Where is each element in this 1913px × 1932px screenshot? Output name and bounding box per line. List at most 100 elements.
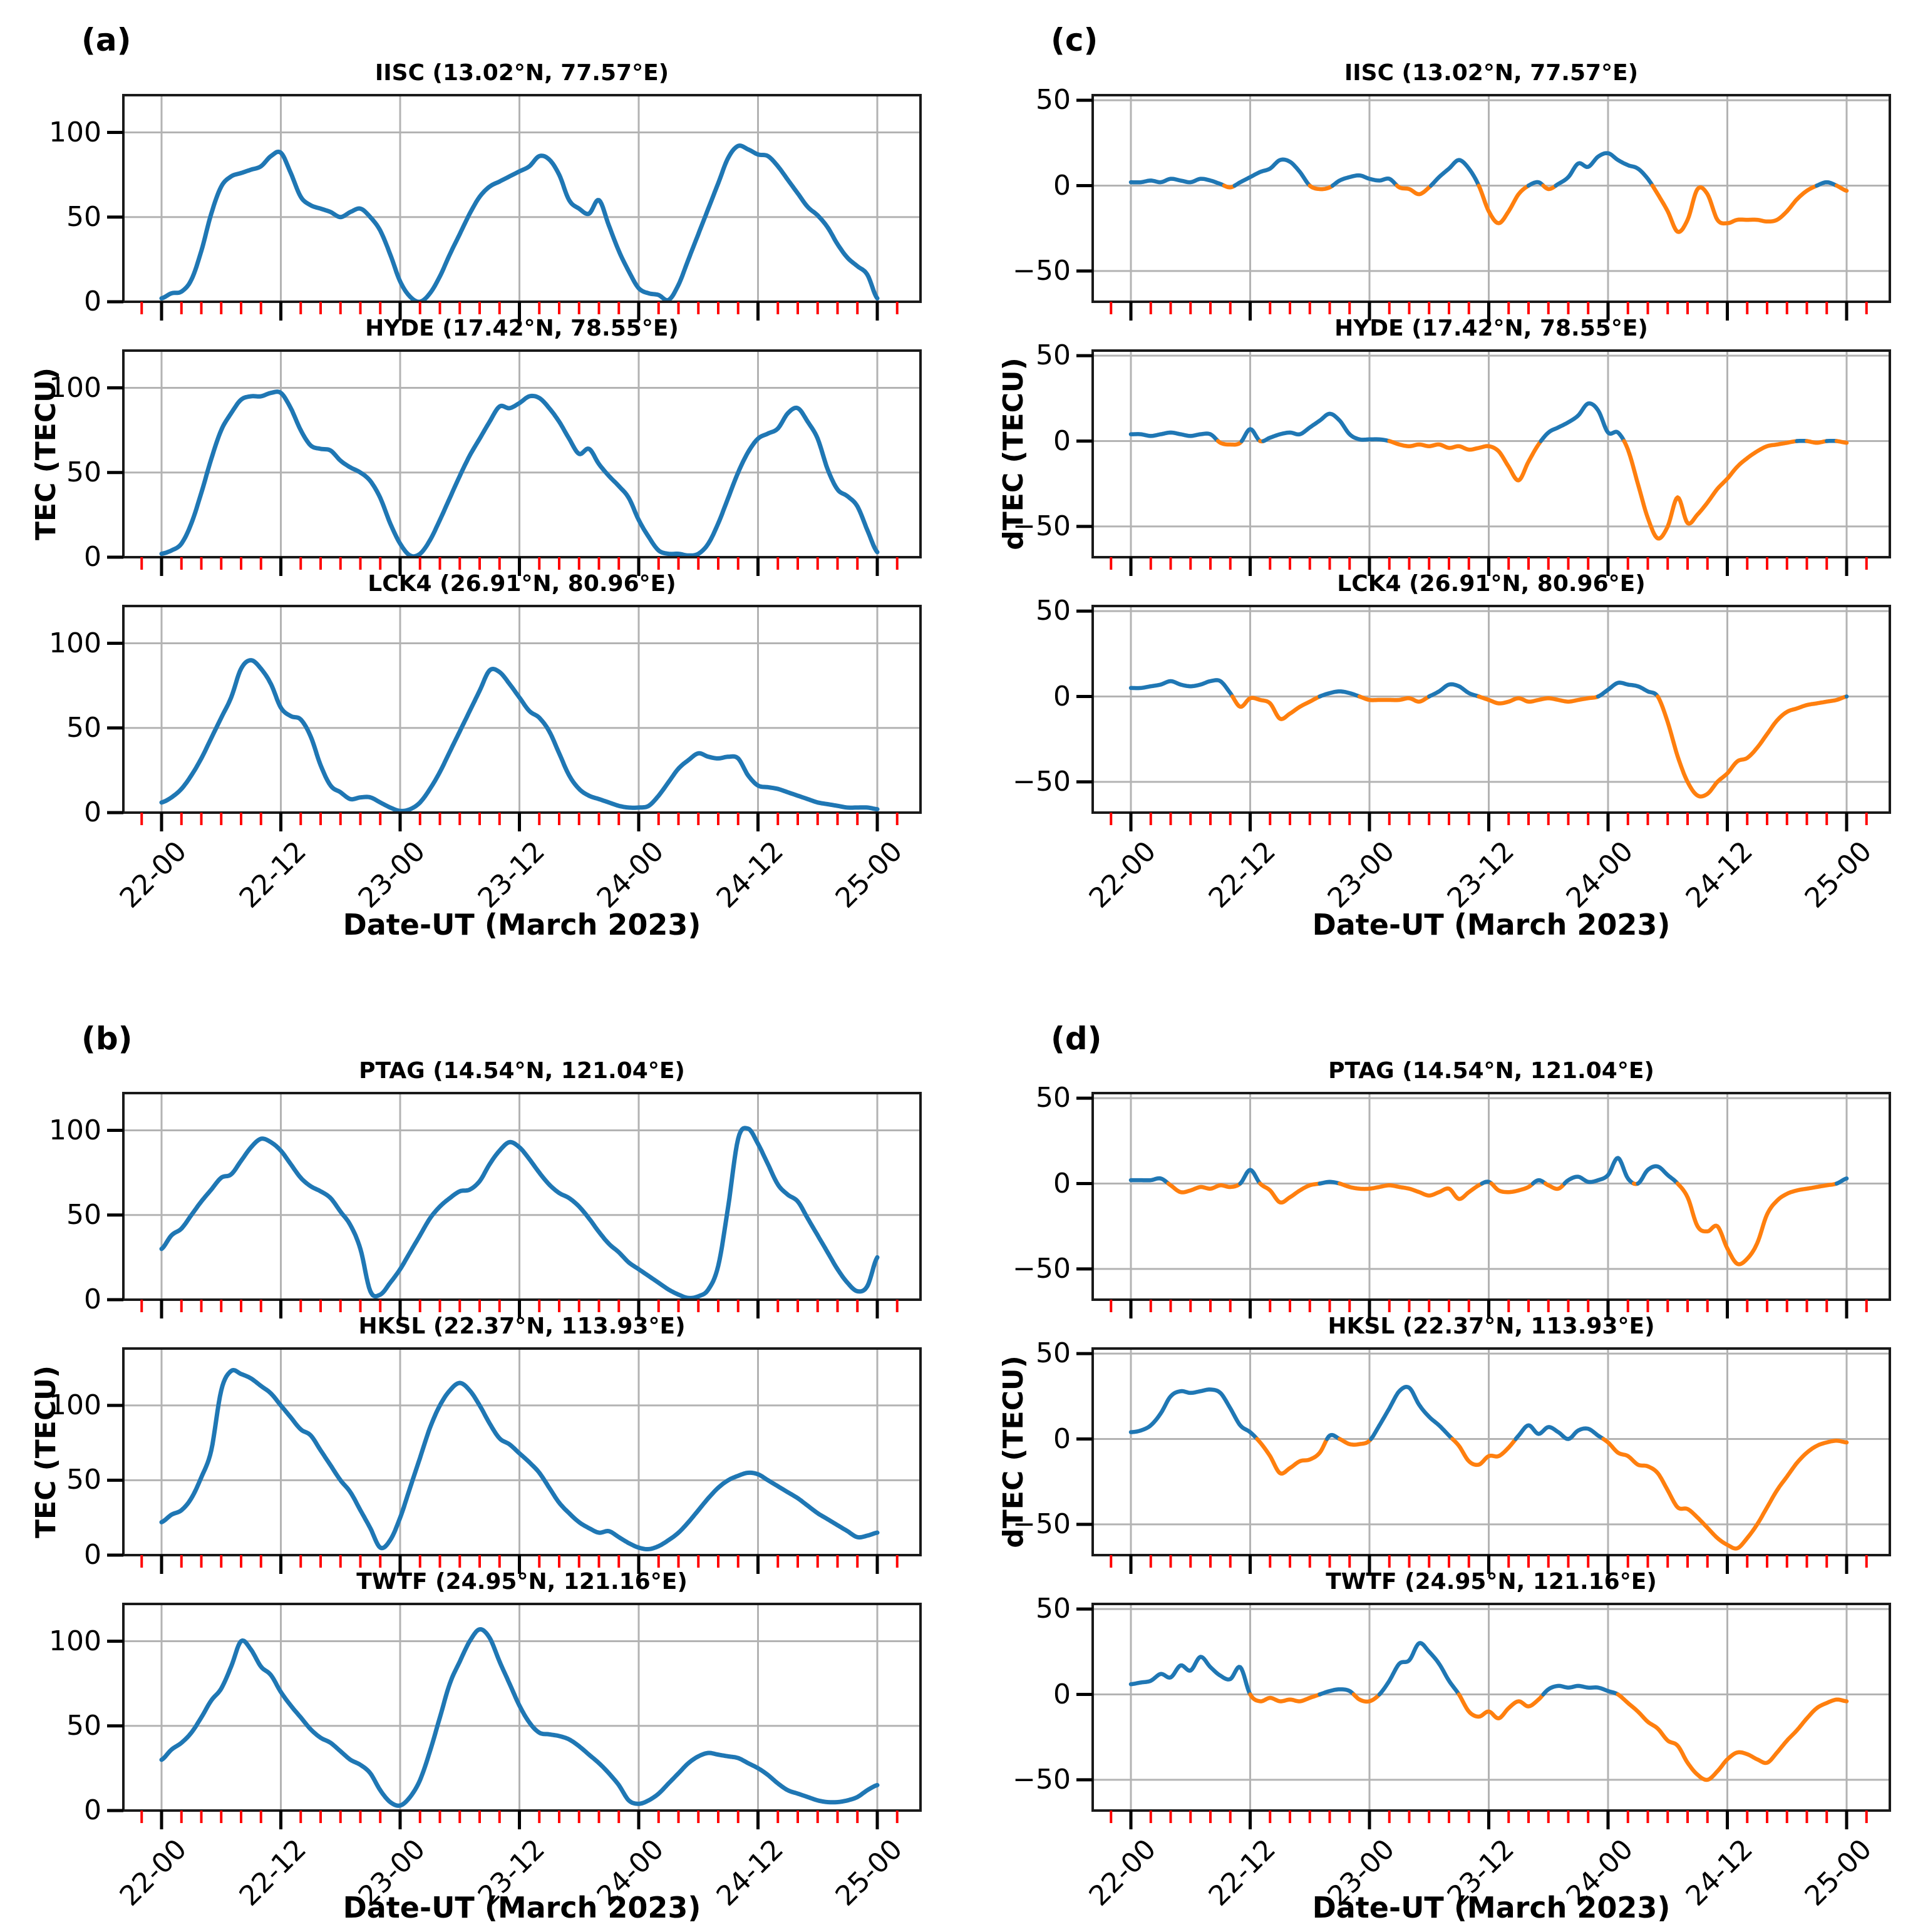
panel-a-subplot-3-frame <box>122 605 922 814</box>
panel-a-subplot-1-ticks <box>107 131 899 321</box>
panel-a-subplot-1-ytick-100: 100 <box>49 116 101 148</box>
panel-b-subplot-3-ytick-0: 0 <box>84 1794 101 1826</box>
panel-b-xtick-22-00: 22-00 <box>113 1833 193 1913</box>
panel-b-subplot-2-series <box>159 1368 880 1551</box>
panel-c-subplot-3-plot <box>1076 605 1891 831</box>
panel-d-subplot-2-ticks <box>1076 1352 1868 1574</box>
panel-c-subplot-2-ytick-0: 0 <box>1053 424 1071 457</box>
panel-a-letter: (a) <box>81 22 131 58</box>
panel-d-xtick-22-12: 22-12 <box>1202 1833 1282 1913</box>
panel-b-subplot-1-plot <box>107 1092 922 1318</box>
panel-d-subplot-3-ticks <box>1076 1607 1868 1829</box>
panel-b-subplot-2-ytick-0: 0 <box>84 1539 101 1571</box>
panel-b-xtick-23-00: 23-00 <box>352 1833 432 1913</box>
panel-d-subplot-3-ytick-50: 50 <box>1036 1593 1071 1625</box>
panel-c-subplot-3-frame <box>1091 605 1891 814</box>
panel-c-subplot-3-grid <box>1093 606 1890 813</box>
panel-c-subplot-2-ytick-50: 50 <box>1036 339 1071 372</box>
panel-b-subplot-1-ticks <box>107 1129 899 1318</box>
panel-b-subplot-2-title: HKSL (22.37°N, 113.93°E) <box>358 1313 686 1339</box>
panel-d-subplot-2-plot <box>1076 1347 1891 1574</box>
panel-d-xtick-25-00: 25-00 <box>1798 1833 1879 1913</box>
panel-a-subplot-2-plot <box>107 349 922 576</box>
panel-b-xtick-25-00: 25-00 <box>829 1833 909 1913</box>
panel-c-subplot-1-title: IISC (13.02°N, 77.57°E) <box>1344 60 1639 86</box>
panel-a-subplot-2-ytick-100: 100 <box>49 371 101 404</box>
panel-c-subplot-2-frame <box>1091 349 1891 558</box>
panel-c-subplot-2-grid <box>1093 351 1890 557</box>
panel-b-subplot-3-frame <box>122 1603 922 1812</box>
panel-d-xtick-22-00: 22-00 <box>1083 1833 1163 1913</box>
panel-c-subplot-3-ytick-−50: −50 <box>1013 765 1071 798</box>
panel-c-xtick-23-12: 23-12 <box>1441 835 1520 915</box>
panel-b-letter: (b) <box>81 1020 133 1057</box>
panel-c-subplot-1-ytick-−50: −50 <box>1013 254 1071 287</box>
panel-a-xtick-24-00: 24-00 <box>590 835 671 915</box>
panel-a-subplot-3-grid <box>123 606 920 814</box>
panel-b-subplot-3-title: TWTF (24.95°N, 121.16°E) <box>356 1569 688 1595</box>
panel-d-subplot-1-frame <box>1091 1092 1891 1301</box>
panel-a-subplot-1-plot <box>107 94 922 321</box>
panel-d-subplot-3-series <box>1128 1641 1849 1782</box>
panel-b-subplot-2-ytick-50: 50 <box>66 1464 101 1496</box>
panel-c-xtick-23-00: 23-00 <box>1321 835 1401 915</box>
panel-a-subplot-3-ytick-0: 0 <box>84 796 101 828</box>
panel-a-subplot-2-series <box>159 389 880 557</box>
panel-a-xtick-23-00: 23-00 <box>352 835 432 915</box>
panel-b-xtick-22-12: 22-12 <box>233 1833 312 1913</box>
panel-a-subplot-3-series <box>159 658 880 813</box>
panel-c-subplot-3-ytick-0: 0 <box>1053 680 1071 712</box>
panel-c-subplot-1-ytick-50: 50 <box>1036 84 1071 116</box>
panel-b-subplot-2-grid <box>123 1349 920 1556</box>
panel-a-subplot-1-series <box>159 143 880 302</box>
panel-a-subplot-2-ytick-0: 0 <box>84 541 101 573</box>
panel-d-xtick-24-12: 24-12 <box>1679 1833 1759 1913</box>
panel-d-subplot-1-series <box>1128 1156 1849 1267</box>
panel-c-xtick-22-00: 22-00 <box>1083 835 1163 915</box>
panel-d-xtick-23-00: 23-00 <box>1321 1833 1401 1913</box>
panel-d-subplot-1-title: PTAG (14.54°N, 121.04°E) <box>1328 1058 1654 1084</box>
panel-a-yaxis-label: TEC (TECU) <box>30 367 62 540</box>
panel-d-subplot-2-series <box>1128 1385 1849 1551</box>
panel-a-subplot-1-ytick-50: 50 <box>66 200 101 233</box>
panel-a-subplot-1-ytick-0: 0 <box>84 285 101 317</box>
panel-b-subplot-3-plot <box>107 1603 922 1829</box>
panel-b-subplot-2-plot <box>107 1347 922 1574</box>
panel-a-subplot-1-title: IISC (13.02°N, 77.57°E) <box>374 60 669 86</box>
panel-c-subplot-1-ytick-0: 0 <box>1053 169 1071 202</box>
panel-a-xtick-23-12: 23-12 <box>472 835 551 915</box>
panel-c-subplot-3-ytick-50: 50 <box>1036 595 1071 627</box>
panel-a-subplot-3-ytick-50: 50 <box>66 711 101 744</box>
panel-b-subplot-3-series <box>159 1627 880 1808</box>
panel-c-xtick-22-12: 22-12 <box>1202 835 1282 915</box>
panel-a-xaxis-label: Date-UT (March 2023) <box>343 908 701 942</box>
panel-b-xtick-24-00: 24-00 <box>590 1833 671 1913</box>
panel-d-subplot-1-ticks <box>1076 1096 1868 1318</box>
panel-d-subplot-3-ytick-−50: −50 <box>1013 1763 1071 1796</box>
panel-d-xaxis-label: Date-UT (March 2023) <box>1312 1891 1671 1924</box>
panel-d-subplot-3-title: TWTF (24.95°N, 121.16°E) <box>1326 1569 1657 1595</box>
panel-a-xtick-22-12: 22-12 <box>233 835 312 915</box>
panel-c-subplot-1-grid <box>1093 95 1890 302</box>
panel-d-subplot-2-ytick-−50: −50 <box>1013 1508 1071 1540</box>
panel-b-subplot-1-ytick-50: 50 <box>66 1198 101 1231</box>
panel-a-xtick-24-12: 24-12 <box>710 835 790 915</box>
panel-b-subplot-1-ytick-100: 100 <box>49 1114 101 1146</box>
panel-a-subplot-2-frame <box>122 349 922 558</box>
panel-c-subplot-2-series <box>1128 401 1849 541</box>
panel-a-xtick-25-00: 25-00 <box>829 835 909 915</box>
panel-d-subplot-3-ytick-0: 0 <box>1053 1678 1071 1710</box>
panel-c-xtick-24-12: 24-12 <box>1679 835 1759 915</box>
panel-b-subplot-3-ticks <box>107 1640 899 1829</box>
panel-a-subplot-2-grid <box>123 351 920 558</box>
panel-a-subplot-3-ytick-100: 100 <box>49 627 101 659</box>
panel-d-subplot-3-frame <box>1091 1603 1891 1812</box>
panel-c-subplot-3-title: LCK4 (26.91°N, 80.96°E) <box>1337 571 1646 597</box>
panel-c-xaxis-label: Date-UT (March 2023) <box>1312 908 1671 942</box>
panel-b-subplot-1-frame <box>122 1092 922 1301</box>
panel-d-subplot-1-ytick-−50: −50 <box>1013 1252 1071 1285</box>
panel-c-subplot-1-frame <box>1091 94 1891 303</box>
